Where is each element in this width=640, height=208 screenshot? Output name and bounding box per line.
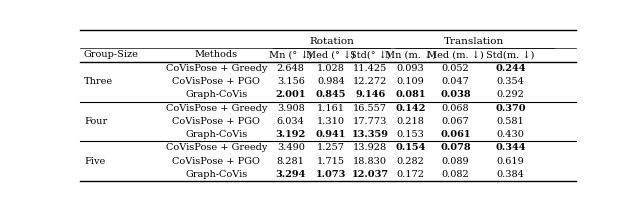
Text: Med (° ↓): Med (° ↓) <box>307 50 355 59</box>
Text: 0.142: 0.142 <box>395 104 426 113</box>
Text: 8.281: 8.281 <box>277 157 305 166</box>
Text: Mn (m. ↓): Mn (m. ↓) <box>385 50 436 59</box>
Text: 6.034: 6.034 <box>277 117 305 126</box>
Text: 0.038: 0.038 <box>440 90 471 99</box>
Text: 3.294: 3.294 <box>276 170 306 179</box>
Text: 17.773: 17.773 <box>353 117 387 126</box>
Text: 0.061: 0.061 <box>440 130 471 139</box>
Text: 1.161: 1.161 <box>317 104 345 113</box>
Text: Four: Four <box>84 117 108 126</box>
Text: 11.425: 11.425 <box>353 64 387 73</box>
Text: 3.908: 3.908 <box>277 104 305 113</box>
Text: 0.052: 0.052 <box>442 64 469 73</box>
Text: Translation: Translation <box>444 37 504 46</box>
Text: 0.282: 0.282 <box>396 157 424 166</box>
Text: 3.156: 3.156 <box>277 77 305 86</box>
Text: 18.830: 18.830 <box>353 157 387 166</box>
Text: 0.984: 0.984 <box>317 77 345 86</box>
Text: 1.028: 1.028 <box>317 64 345 73</box>
Text: Graph-CoVis: Graph-CoVis <box>185 130 248 139</box>
Text: 13.928: 13.928 <box>353 144 387 152</box>
Text: 1.310: 1.310 <box>317 117 345 126</box>
Text: 0.370: 0.370 <box>495 104 526 113</box>
Text: CoVisPose + PGO: CoVisPose + PGO <box>172 77 260 86</box>
Text: 0.109: 0.109 <box>396 77 424 86</box>
Text: 0.081: 0.081 <box>395 90 426 99</box>
Text: 0.172: 0.172 <box>396 170 424 179</box>
Text: 0.154: 0.154 <box>395 144 426 152</box>
Text: 9.146: 9.146 <box>355 90 385 99</box>
Text: 0.292: 0.292 <box>497 90 524 99</box>
Text: CoVisPose + Greedy: CoVisPose + Greedy <box>166 144 267 152</box>
Text: 1.073: 1.073 <box>316 170 346 179</box>
Text: 0.581: 0.581 <box>497 117 524 126</box>
Text: 0.067: 0.067 <box>442 117 469 126</box>
Text: CoVisPose + Greedy: CoVisPose + Greedy <box>166 104 267 113</box>
Text: 2.001: 2.001 <box>276 90 306 99</box>
Text: 0.068: 0.068 <box>442 104 469 113</box>
Text: 3.490: 3.490 <box>277 144 305 152</box>
Text: CoVisPose + PGO: CoVisPose + PGO <box>172 117 260 126</box>
Text: Std(m. ↓): Std(m. ↓) <box>486 50 534 59</box>
Text: 0.218: 0.218 <box>396 117 424 126</box>
Text: Graph-CoVis: Graph-CoVis <box>185 170 248 179</box>
Text: Group-Size: Group-Size <box>84 50 139 59</box>
Text: 0.430: 0.430 <box>497 130 524 139</box>
Text: CoVisPose + Greedy: CoVisPose + Greedy <box>166 64 267 73</box>
Text: Std(° ↓): Std(° ↓) <box>350 50 390 59</box>
Text: 0.082: 0.082 <box>442 170 469 179</box>
Text: 0.078: 0.078 <box>440 144 471 152</box>
Text: Med (m. ↓): Med (m. ↓) <box>427 50 484 59</box>
Text: Five: Five <box>84 157 105 166</box>
Text: 1.715: 1.715 <box>317 157 345 166</box>
Text: 0.093: 0.093 <box>396 64 424 73</box>
Text: 0.344: 0.344 <box>495 144 526 152</box>
Text: Methods: Methods <box>195 50 238 59</box>
Text: 0.089: 0.089 <box>442 157 469 166</box>
Text: 12.037: 12.037 <box>351 170 388 179</box>
Text: 0.244: 0.244 <box>495 64 526 73</box>
Text: 3.192: 3.192 <box>276 130 306 139</box>
Text: 0.354: 0.354 <box>497 77 524 86</box>
Text: Rotation: Rotation <box>309 37 354 46</box>
Text: 0.619: 0.619 <box>497 157 524 166</box>
Text: 0.153: 0.153 <box>396 130 424 139</box>
Text: 16.557: 16.557 <box>353 104 387 113</box>
Text: 13.359: 13.359 <box>351 130 388 139</box>
Text: Graph-CoVis: Graph-CoVis <box>185 90 248 99</box>
Text: 0.047: 0.047 <box>442 77 469 86</box>
Text: 0.941: 0.941 <box>316 130 346 139</box>
Text: 12.272: 12.272 <box>353 77 387 86</box>
Text: 0.845: 0.845 <box>316 90 346 99</box>
Text: 1.257: 1.257 <box>317 144 345 152</box>
Text: Three: Three <box>84 77 113 86</box>
Text: Mn (° ↓): Mn (° ↓) <box>269 50 312 59</box>
Text: 2.648: 2.648 <box>277 64 305 73</box>
Text: CoVisPose + PGO: CoVisPose + PGO <box>172 157 260 166</box>
Text: 0.384: 0.384 <box>497 170 524 179</box>
